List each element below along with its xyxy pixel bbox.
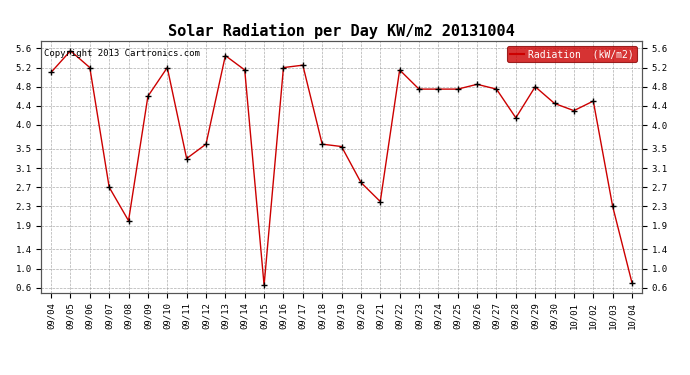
Title: Solar Radiation per Day KW/m2 20131004: Solar Radiation per Day KW/m2 20131004 [168,23,515,39]
Text: Copyright 2013 Cartronics.com: Copyright 2013 Cartronics.com [44,49,200,58]
Legend: Radiation  (kW/m2): Radiation (kW/m2) [506,46,637,62]
